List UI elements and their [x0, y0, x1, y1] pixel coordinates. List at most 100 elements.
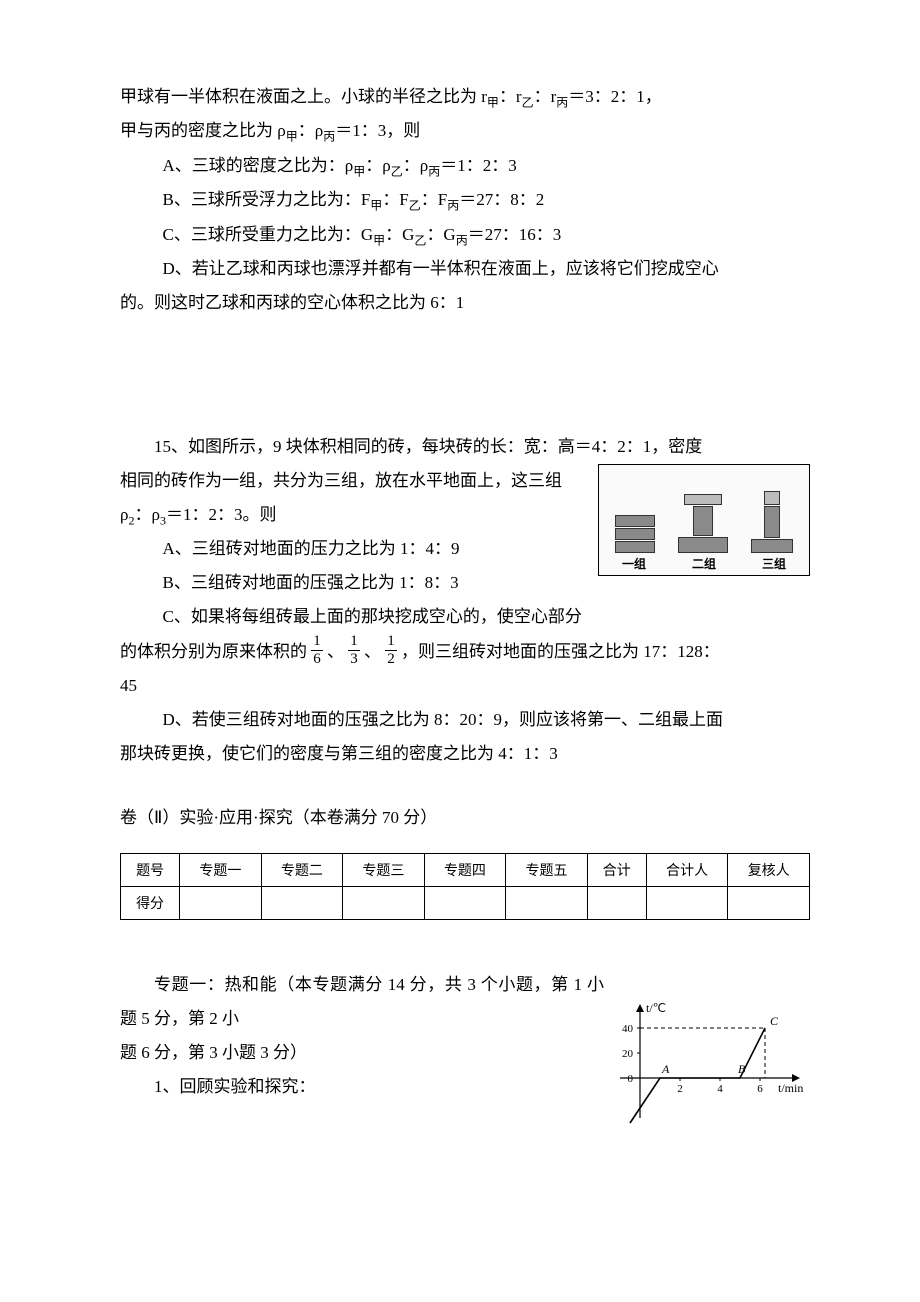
- q14B-m1: ：F: [382, 190, 408, 209]
- q14-l2-m: ：ρ: [298, 121, 323, 140]
- bricks-label1: 一组: [622, 555, 646, 572]
- th5: 专题五: [506, 854, 588, 887]
- bricks-figure: 一组 二组 三组: [598, 464, 810, 576]
- bricks-label2: 二组: [692, 555, 716, 572]
- q14C-e: ＝27：16：3: [468, 225, 562, 244]
- yt2: 40: [622, 1023, 634, 1035]
- f2n: 1: [348, 634, 360, 651]
- xt1: 4: [717, 1083, 723, 1095]
- q14-line2: 甲与丙的密度之比为 ρ甲：ρ丙＝1：3，则: [120, 114, 810, 148]
- q15-optD1: D、若使三组砖对地面的压强之比为 8：20：9，则应该将第一、二组最上面: [120, 703, 810, 737]
- yt1: 20: [622, 1048, 634, 1060]
- ptA: A: [661, 1062, 670, 1076]
- q15C2-e: ，则三组砖对地面的压强之比为 17：128：: [401, 642, 720, 661]
- ylab: t/℃: [646, 1001, 666, 1015]
- q14C-s1: 甲: [373, 233, 385, 247]
- q14-l1-s1: 甲: [487, 95, 499, 109]
- xt2: 6: [757, 1083, 763, 1095]
- q15-s3-e: ＝1：2：3。则: [166, 505, 277, 524]
- q14-l2-s2: 丙: [323, 130, 335, 144]
- q14B-m2: ：F: [421, 190, 447, 209]
- section2-title: 卷（Ⅱ）实验·应用·探究（本卷满分 70 分）: [120, 801, 810, 835]
- f1n: 1: [311, 634, 323, 651]
- td-label: 得分: [121, 887, 180, 920]
- th2: 专题二: [261, 854, 343, 887]
- ptB: B: [738, 1062, 746, 1076]
- score-header-row: 题号 专题一 专题二 专题三 专题四 专题五 合计 合计人 复核人: [121, 854, 810, 887]
- q14-l1-s3: 丙: [556, 95, 568, 109]
- q15C2-m1: 、: [327, 642, 348, 661]
- q14B-e: ＝27：8：2: [459, 190, 544, 209]
- q14-l1-e: ＝3：2：1，: [568, 87, 662, 106]
- q14A-s1: 甲: [353, 164, 365, 178]
- f2d: 3: [348, 651, 360, 667]
- q14-l2-e: ＝1：3，则: [335, 121, 420, 140]
- bricks-label3: 三组: [762, 555, 786, 572]
- q14C-s2: 乙: [414, 233, 426, 247]
- q14-l1-m1: ：r: [499, 87, 522, 106]
- q15-optC2: 的体积分别为原来体积的 16 、 13 、 12 ，则三组砖对地面的压强之比为 …: [120, 634, 810, 669]
- th4: 专题四: [424, 854, 506, 887]
- frac-1-6: 16: [311, 634, 323, 667]
- q15C2-m2: 、: [364, 642, 385, 661]
- q14C-m2: ：G: [426, 225, 455, 244]
- q14-line1: 甲球有一半体积在液面之上。小球的半径之比为 r甲：r乙：r丙＝3：2：1，: [120, 80, 810, 114]
- q14B-pre: B、三球所受浮力之比为：F: [163, 190, 371, 209]
- th0: 题号: [121, 854, 180, 887]
- q15C2-pre: 的体积分别为原来体积的: [120, 642, 311, 661]
- q14-l1-s2: 乙: [522, 95, 534, 109]
- bricks-box: 一组 二组 三组: [598, 464, 810, 576]
- q14-optB: B、三球所受浮力之比为：F甲：F乙：F丙＝27：8：2: [120, 183, 810, 217]
- td2: [261, 887, 343, 920]
- q14B-s2: 乙: [409, 199, 421, 213]
- q14C-pre: C、三球所受重力之比为：G: [163, 225, 374, 244]
- th8: 复核人: [728, 854, 810, 887]
- q15-optD2: 那块砖更换，使它们的密度与第三组的密度之比为 4：1：3: [120, 737, 810, 771]
- th3: 专题三: [343, 854, 425, 887]
- q14A-m1: ：ρ: [365, 156, 390, 175]
- ptC: C: [770, 1014, 779, 1028]
- f1d: 6: [311, 651, 323, 667]
- td5: [506, 887, 588, 920]
- bricks-group2: [678, 494, 728, 553]
- q15-s3-m: ：ρ: [134, 505, 159, 524]
- q14A-pre: A、三球的密度之比为：ρ: [163, 156, 354, 175]
- frac-1-3: 13: [348, 634, 360, 667]
- q14-l1-a: 甲球有一半体积在液面之上。小球的半径之比为 r: [120, 87, 487, 106]
- xt0: 2: [677, 1083, 683, 1095]
- bricks-group3: [751, 491, 793, 553]
- q14A-m2: ：ρ: [403, 156, 428, 175]
- q14-l2-a: 甲与丙的密度之比为 ρ: [120, 121, 286, 140]
- xlab: t/min: [778, 1081, 803, 1095]
- q15-optC1: C、如果将每组砖最上面的那块挖成空心的，使空心部分: [120, 600, 810, 634]
- q14-l1-m2: ：r: [534, 87, 557, 106]
- q15-optC3: 45: [120, 669, 810, 703]
- score-value-row: 得分: [121, 887, 810, 920]
- f3d: 2: [385, 651, 397, 667]
- q14A-e: ＝1：2：3: [440, 156, 517, 175]
- score-table: 题号 专题一 专题二 专题三 专题四 专题五 合计 合计人 复核人 得分: [120, 853, 810, 920]
- td7: [646, 887, 728, 920]
- q14B-s3: 丙: [447, 199, 459, 213]
- heat-chart: 0 20 40 2 4 6 A B C: [610, 998, 810, 1128]
- td6: [587, 887, 646, 920]
- q15-stem1: 15、如图所示，9 块体积相同的砖，每块砖的长：宽：高＝4：2：1，密度: [120, 430, 810, 464]
- td4: [424, 887, 506, 920]
- th1: 专题一: [180, 854, 262, 887]
- td3: [343, 887, 425, 920]
- q14C-s3: 丙: [456, 233, 468, 247]
- q14A-s2: 乙: [391, 164, 403, 178]
- f3n: 1: [385, 634, 397, 651]
- td1: [180, 887, 262, 920]
- th7: 合计人: [646, 854, 728, 887]
- q14-optC: C、三球所受重力之比为：G甲：G乙：G丙＝27：16：3: [120, 218, 810, 252]
- yt0: 0: [628, 1073, 634, 1085]
- q14B-s1: 甲: [370, 199, 382, 213]
- q14-l2-s1: 甲: [286, 130, 298, 144]
- frac-1-2: 12: [385, 634, 397, 667]
- q14C-m1: ：G: [385, 225, 414, 244]
- bricks-group1: [615, 514, 655, 553]
- th6: 合计: [587, 854, 646, 887]
- td8: [728, 887, 810, 920]
- q14-optA: A、三球的密度之比为：ρ甲：ρ乙：ρ丙＝1：2：3: [120, 149, 810, 183]
